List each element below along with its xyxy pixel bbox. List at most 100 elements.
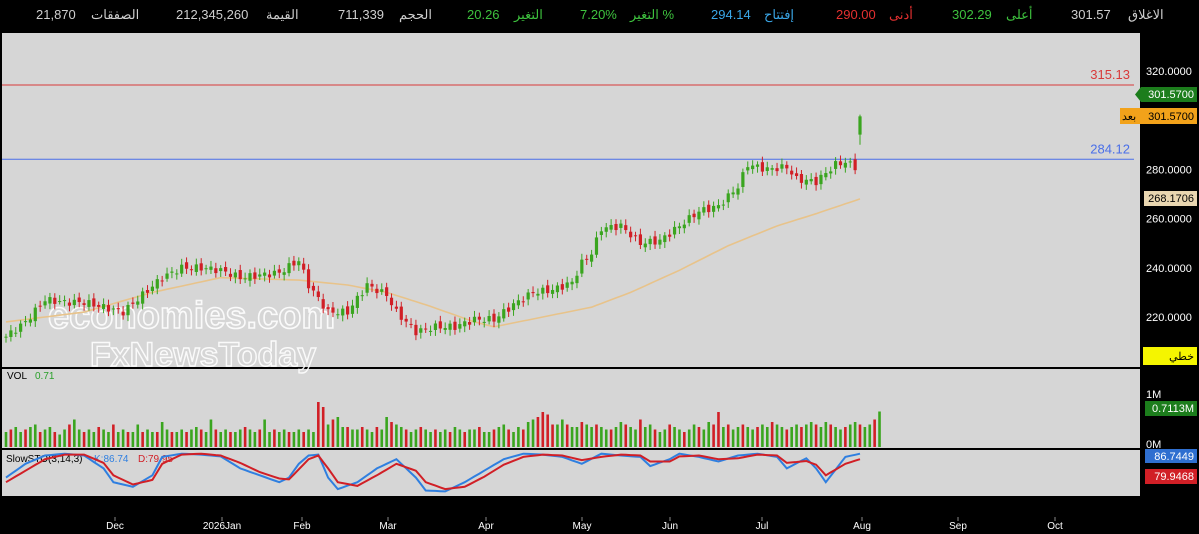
month-label: Dec [106,521,124,532]
volume-bar [19,432,22,447]
candle-body [687,215,691,223]
volume-bar [643,427,647,447]
volume-bar [77,429,81,447]
month-label: Jun [662,521,678,532]
candle-body [668,234,672,237]
volume-bar [551,424,554,447]
volume-bar [346,427,349,447]
candle-body [102,304,106,309]
last-price-value: 301.5700 [1148,89,1194,101]
volume-bar [531,419,535,447]
volume-bar [512,432,515,447]
linear-scale-button[interactable]: خطي [1143,347,1197,365]
volume-bar [536,417,540,447]
volume-bar [395,424,398,447]
candle-body [82,303,86,305]
volume-bar [697,427,701,447]
volume-bar [658,432,662,447]
candle-body [707,204,711,213]
candle-body [492,313,496,322]
chart-area[interactable]: economies.com FxNewsToday 220.0000 240.00… [0,30,1199,534]
volume-bar [4,432,8,447]
volume-bar [673,427,676,447]
volume-bar [190,429,193,447]
volume-bar [526,422,530,447]
volume-value: 711,339 [338,7,385,22]
volume-bar [800,427,803,447]
volume-bar [180,429,183,447]
candle-body [565,282,569,288]
month-label: Sep [949,521,967,532]
volume-bar [639,419,642,447]
volume-bar [619,422,623,447]
volume-bar [307,429,310,447]
candle-body [692,213,696,218]
volume-bar [33,424,37,447]
volume-bar [873,419,876,447]
candle-body [516,300,520,306]
volume-bar [302,432,305,447]
candle-body [775,168,779,172]
candle-body [385,287,389,296]
candle-body [531,292,535,294]
volume-title: VOL [7,371,27,382]
volume-bar [473,429,476,447]
candle-body [219,268,223,272]
candle-body [360,295,364,297]
candle-body [321,299,325,309]
candle-body [638,234,642,245]
volume-bar [53,432,57,447]
candle-body [770,168,774,170]
candle-body [141,291,145,304]
volume-bar [751,429,754,447]
open-value: 294.14 [711,7,751,22]
candle-body [131,302,135,304]
volume-bar [468,429,471,447]
month-label: Jul [756,521,769,532]
volume-bar [404,429,408,447]
volume-current-label: 0.71 [35,371,55,382]
volume-bar [556,424,559,447]
volume-bar [214,429,218,447]
candle-body [677,226,682,229]
volume-bar [687,429,691,447]
ma-value: 268.1706 [1148,193,1194,205]
price-tick-label: 320.0000 [1146,66,1192,78]
volume-bar [824,422,828,447]
volume-bar [775,424,779,447]
candle-body [224,267,228,272]
candle-body [780,164,784,169]
volume-bar [258,429,262,447]
candle-body [624,225,628,231]
candle-body [199,263,203,271]
candle-body [814,176,818,186]
candle-body [682,224,686,229]
volume-bar [360,427,364,447]
volume-bar [385,417,388,447]
candle-body [765,167,769,171]
candle-body [736,188,740,195]
price-tick-label: 220.0000 [1146,312,1192,324]
candle-body [463,321,467,327]
candle-body [67,302,72,306]
volume-bar [38,432,42,447]
candle-body [48,297,52,304]
candle-body [599,231,603,235]
volume-bar [707,422,711,447]
candle-body [4,336,8,338]
volume-bar [375,427,379,447]
volume-bar [712,424,715,447]
candle-body [697,211,701,220]
stochastic-d-label: D:79.95 [138,454,173,465]
resistance-label: 315.13 [1090,67,1130,82]
volume-bar [585,424,589,447]
volume-bar [58,434,61,447]
candle-body [9,330,13,337]
candle-body [546,285,550,294]
volume-bar [785,429,789,447]
candle-body [428,330,433,332]
volume-badge [1145,401,1197,416]
stochastic-k-label: K:86.74 [94,454,129,465]
price-tick-label: 280.0000 [1146,164,1192,176]
volume-bar [844,427,847,447]
